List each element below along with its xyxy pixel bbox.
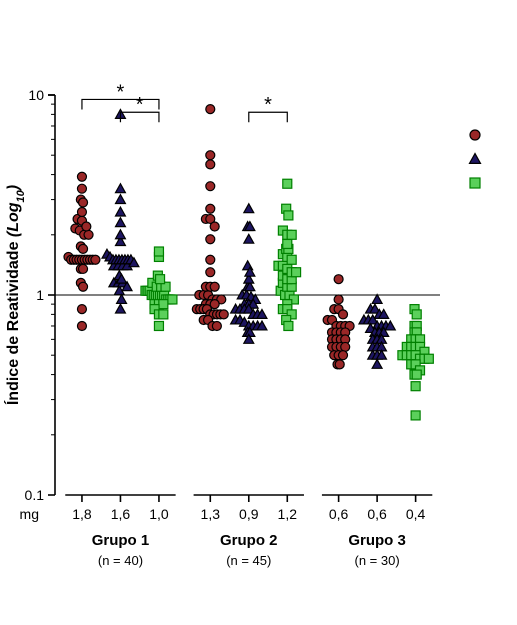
mg-value: 1,3 (201, 506, 221, 522)
y-tick-label: 0.1 (25, 487, 45, 503)
significance-star: * (264, 94, 272, 116)
significance-star: * (136, 94, 144, 116)
mg-value: 0,6 (367, 506, 387, 522)
mg-title: mg (20, 506, 39, 522)
n-label: (n = 40) (98, 553, 143, 568)
mg-value: 1,8 (72, 506, 92, 522)
y-tick-label: 10 (28, 87, 44, 103)
n-label: (n = 45) (226, 553, 271, 568)
mg-value: 1,0 (149, 506, 169, 522)
mg-value: 1,6 (111, 506, 131, 522)
group-label: Grupo 2 (220, 532, 278, 549)
significance-star: * (117, 81, 125, 103)
y-axis-label: Índice de Reatividade (Log10) (3, 185, 27, 405)
mg-value: 0,9 (239, 506, 259, 522)
n-label: (n = 30) (355, 553, 400, 568)
mg-value: 1,2 (278, 506, 298, 522)
group-label: Grupo 1 (92, 532, 150, 549)
reactivity-dotplot: 0.1 1 10 Índice de Reatividade (Log10) 1,8 1,… (0, 0, 517, 625)
mg-value: 0,4 (406, 506, 426, 522)
y-tick-label: 1 (36, 287, 44, 303)
mg-value: 0,6 (329, 506, 349, 522)
group-label: Grupo 3 (348, 532, 406, 549)
